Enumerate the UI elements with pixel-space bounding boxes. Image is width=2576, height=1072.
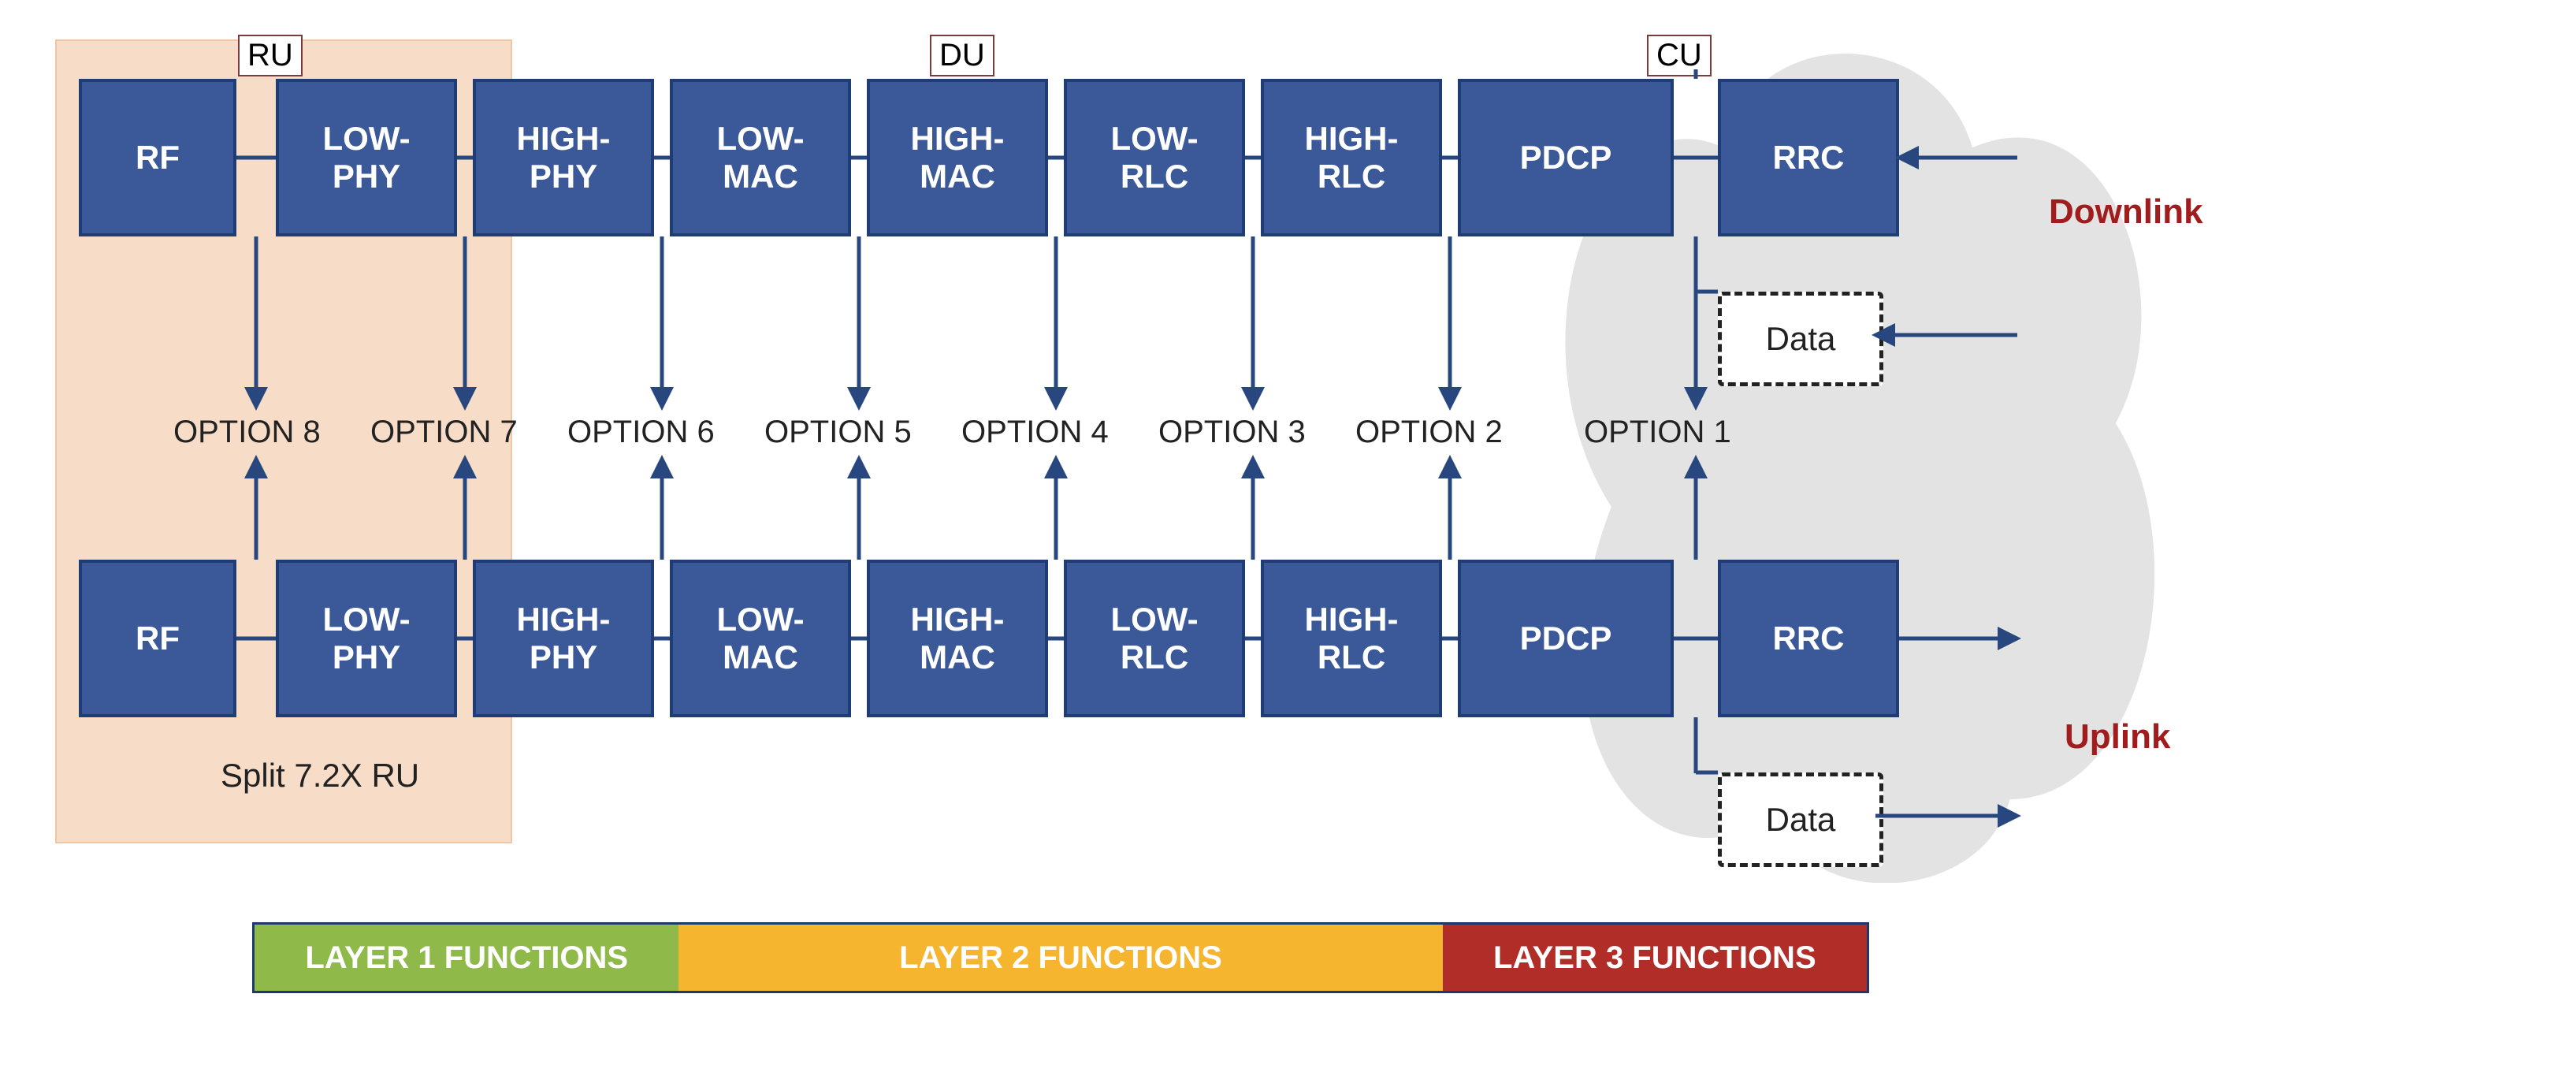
downlink-block-low-phy: LOW- PHY xyxy=(276,79,457,236)
split-options-diagram: RFLOW- PHYHIGH- PHYLOW- MACHIGH- MACLOW-… xyxy=(32,32,2474,1040)
option-label-1: OPTION 1 xyxy=(1584,415,1731,450)
uplink-block-rf: RF xyxy=(79,560,236,717)
unit-label-cu: CU xyxy=(1647,35,1712,76)
uplink-block-high-mac: HIGH- MAC xyxy=(867,560,1048,717)
uplink-block-high-rlc: HIGH- RLC xyxy=(1261,560,1442,717)
uplink-block-pdcp: PDCP xyxy=(1458,560,1674,717)
uplink-data-box: Data xyxy=(1718,772,1883,867)
downlink-block-low-rlc: LOW- RLC xyxy=(1064,79,1245,236)
unit-label-ru: RU xyxy=(238,35,303,76)
split-caption: Split 7.2X RU xyxy=(221,757,419,795)
unit-label-du: DU xyxy=(930,35,994,76)
option-label-2: OPTION 2 xyxy=(1355,415,1503,450)
downlink-block-low-mac: LOW- MAC xyxy=(670,79,851,236)
uplink-block-high-phy: HIGH- PHY xyxy=(473,560,654,717)
legend-cell-layer3: LAYER 3 FUNCTIONS xyxy=(1443,925,1867,991)
downlink-block-rf: RF xyxy=(79,79,236,236)
option-label-5: OPTION 5 xyxy=(764,415,912,450)
layer-legend: LAYER 1 FUNCTIONSLAYER 2 FUNCTIONSLAYER … xyxy=(252,922,1869,993)
option-label-4: OPTION 4 xyxy=(961,415,1109,450)
uplink-block-low-rlc: LOW- RLC xyxy=(1064,560,1245,717)
option-label-8: OPTION 8 xyxy=(173,415,321,450)
downlink-data-box: Data xyxy=(1718,292,1883,386)
legend-cell-layer1: LAYER 1 FUNCTIONS xyxy=(255,925,678,991)
downlink-block-high-phy: HIGH- PHY xyxy=(473,79,654,236)
uplink-block-low-mac: LOW- MAC xyxy=(670,560,851,717)
downlink-label: Downlink xyxy=(2049,192,2203,232)
option-label-7: OPTION 7 xyxy=(370,415,518,450)
option-label-3: OPTION 3 xyxy=(1158,415,1306,450)
legend-cell-layer2: LAYER 2 FUNCTIONS xyxy=(678,925,1442,991)
option-label-6: OPTION 6 xyxy=(567,415,715,450)
uplink-label: Uplink xyxy=(2065,717,2170,757)
downlink-block-high-rlc: HIGH- RLC xyxy=(1261,79,1442,236)
uplink-block-rrc: RRC xyxy=(1718,560,1899,717)
downlink-block-high-mac: HIGH- MAC xyxy=(867,79,1048,236)
downlink-block-pdcp: PDCP xyxy=(1458,79,1674,236)
downlink-block-rrc: RRC xyxy=(1718,79,1899,236)
uplink-block-low-phy: LOW- PHY xyxy=(276,560,457,717)
